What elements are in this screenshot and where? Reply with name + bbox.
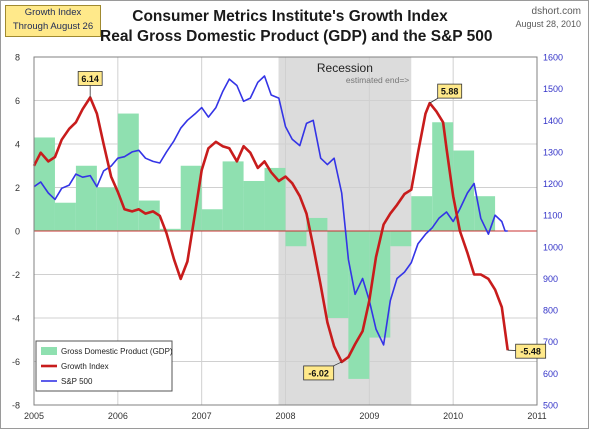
- date-label: August 28, 2010: [515, 19, 581, 29]
- x-axis-tick-label: 2009: [359, 411, 379, 421]
- annotation-label: 6.14: [81, 74, 99, 84]
- gdp-bar: [54, 202, 76, 231]
- left-axis-tick-label: 0: [15, 227, 20, 237]
- growth-index-line: [32, 96, 509, 364]
- left-axis-tick-label: -4: [12, 314, 20, 324]
- gdp-bar: [306, 217, 328, 231]
- annotation-box: [437, 83, 463, 99]
- gdp-bar: [138, 200, 160, 231]
- annotation-box: [77, 71, 103, 86]
- x-axis-tick-label: 2005: [24, 411, 44, 421]
- left-axis-tick-label: -8: [12, 401, 20, 411]
- right-axis-tick-label: 1500: [543, 84, 563, 94]
- gdp-bar: [222, 161, 244, 231]
- gdp-bar: [369, 231, 391, 338]
- annotation-label: -6.02: [308, 368, 329, 378]
- plot-border: [33, 56, 538, 406]
- gdp-bar: [96, 187, 118, 231]
- gdp-bar: [348, 231, 370, 379]
- gdp-bar: [474, 196, 496, 231]
- right-axis-tick-label: 1100: [543, 211, 562, 221]
- legend-label: S&P 500: [61, 377, 93, 386]
- x-axis-tick-label: 2006: [108, 411, 128, 421]
- gdp-bar: [243, 180, 265, 231]
- right-axis-tick-label: 1300: [543, 147, 563, 157]
- gdp-bar: [180, 165, 202, 231]
- period-badge-line2: Through August 26: [12, 21, 94, 32]
- x-axis-tick-label: 2010: [443, 411, 463, 421]
- right-axis-tick-label: 500: [543, 401, 558, 411]
- right-axis-tick-label: 600: [543, 369, 558, 379]
- right-axis-tick-label: 900: [543, 274, 558, 284]
- left-axis-tick-label: 4: [15, 140, 20, 150]
- recession-end-note: estimated end=>: [346, 75, 409, 85]
- gdp-bar: [117, 113, 139, 231]
- x-axis-tick-label: 2007: [192, 411, 212, 421]
- gdp-bar: [327, 231, 349, 318]
- left-axis-tick-label: 6: [15, 96, 20, 106]
- chart-title: Consumer Metrics Institute's Growth Inde…: [132, 8, 448, 25]
- recession-label: Recession: [317, 61, 373, 75]
- annotation-box: [515, 343, 547, 359]
- right-axis-tick-label: 1400: [543, 116, 563, 126]
- gdp-bar: [201, 209, 223, 231]
- chart-subtitle: Real Gross Domestic Product (GDP) and th…: [100, 28, 493, 45]
- x-axis-tick-label: 2011: [527, 411, 546, 421]
- right-axis-tick-label: 1200: [543, 179, 563, 189]
- gdp-bar: [285, 231, 307, 247]
- legend-swatch-gdp: [41, 347, 57, 355]
- gdp-bar: [390, 231, 412, 247]
- annotation-box: [303, 365, 335, 381]
- annotation-label: -5.48: [520, 347, 541, 357]
- right-axis-tick-label: 800: [543, 306, 558, 316]
- legend-label: Growth Index: [61, 362, 109, 371]
- right-axis-tick-label: 700: [543, 337, 558, 347]
- gdp-bar: [411, 196, 433, 231]
- gdp-bar: [264, 167, 286, 231]
- gdp-bar: [159, 228, 181, 231]
- left-axis-tick-label: -2: [12, 270, 20, 280]
- period-badge-line1: Growth Index: [24, 7, 82, 18]
- legend-box: [35, 340, 173, 392]
- left-axis-tick-label: 8: [15, 53, 20, 63]
- legend-label: Gross Domestic Product (GDP): [61, 347, 173, 356]
- period-badge: Growth Index Through August 26: [5, 5, 101, 37]
- sp500-line: [33, 75, 508, 346]
- legend: Gross Domestic Product (GDP) Growth Index…: [35, 340, 173, 392]
- gdp-bar: [75, 165, 97, 231]
- left-axis-tick-label: 2: [15, 183, 20, 193]
- x-axis-tick-label: 2008: [275, 411, 295, 421]
- left-axis-tick-label: -6: [12, 357, 20, 367]
- source-label: dshort.com: [531, 6, 581, 17]
- annotation-label: 5.88: [441, 87, 459, 97]
- right-axis-tick-label: 1000: [543, 242, 563, 252]
- right-axis-tick-label: 1600: [543, 53, 563, 63]
